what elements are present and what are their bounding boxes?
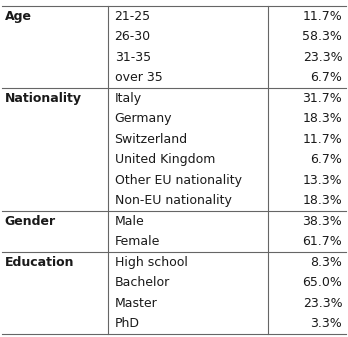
Text: 61.7%: 61.7% [302, 235, 342, 248]
Text: 38.3%: 38.3% [302, 215, 342, 228]
Text: Non-EU nationality: Non-EU nationality [114, 194, 231, 207]
Text: 3.3%: 3.3% [310, 317, 342, 330]
Text: 31-35: 31-35 [114, 51, 151, 64]
Text: United Kingdom: United Kingdom [114, 153, 215, 166]
Text: Female: Female [114, 235, 160, 248]
Text: 21-25: 21-25 [114, 10, 151, 23]
Text: Nationality: Nationality [5, 92, 82, 105]
Text: Age: Age [5, 10, 32, 23]
Text: Bachelor: Bachelor [114, 276, 170, 289]
Text: High school: High school [114, 256, 188, 269]
Text: 26-30: 26-30 [114, 30, 151, 43]
Text: 6.7%: 6.7% [310, 71, 342, 84]
Text: 31.7%: 31.7% [302, 92, 342, 105]
Text: 13.3%: 13.3% [303, 174, 342, 187]
Text: 18.3%: 18.3% [302, 194, 342, 207]
Text: 8.3%: 8.3% [310, 256, 342, 269]
Text: 6.7%: 6.7% [310, 153, 342, 166]
Text: 23.3%: 23.3% [303, 51, 342, 64]
Text: 18.3%: 18.3% [302, 112, 342, 125]
Text: 11.7%: 11.7% [302, 10, 342, 23]
Text: Master: Master [114, 297, 157, 310]
Text: Switzerland: Switzerland [114, 133, 188, 146]
Text: 58.3%: 58.3% [302, 30, 342, 43]
Text: 11.7%: 11.7% [302, 133, 342, 146]
Text: Gender: Gender [5, 215, 56, 228]
Text: Germany: Germany [114, 112, 172, 125]
Text: over 35: over 35 [114, 71, 163, 84]
Text: Education: Education [5, 256, 74, 269]
Text: PhD: PhD [114, 317, 140, 330]
Text: Male: Male [114, 215, 144, 228]
Text: Other EU nationality: Other EU nationality [114, 174, 242, 187]
Text: 23.3%: 23.3% [303, 297, 342, 310]
Text: 65.0%: 65.0% [302, 276, 342, 289]
Text: Italy: Italy [114, 92, 142, 105]
